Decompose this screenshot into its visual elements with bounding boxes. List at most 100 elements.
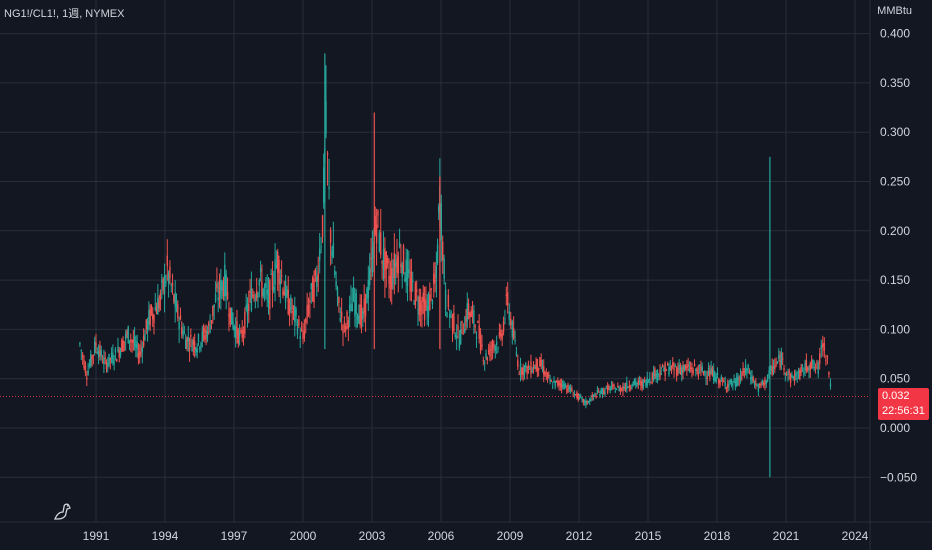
- candle-body: [234, 326, 237, 339]
- candle-body: [795, 372, 797, 377]
- candle-body: [743, 370, 746, 372]
- candle-body: [528, 368, 531, 370]
- candle-body: [229, 307, 232, 325]
- candle-body: [217, 297, 219, 301]
- candle-body: [453, 312, 455, 332]
- candle-body: [146, 320, 149, 332]
- candle-body: [339, 317, 341, 321]
- candle-body: [410, 271, 413, 292]
- candle-body: [358, 315, 360, 324]
- candle-body: [519, 363, 522, 374]
- candle-body: [155, 308, 158, 314]
- candle-body: [673, 368, 675, 371]
- candle-body: [199, 347, 201, 349]
- candle-body: [800, 366, 802, 373]
- candle-body: [507, 292, 509, 306]
- candle-body: [93, 341, 96, 353]
- candle-body: [748, 373, 751, 375]
- candle-body: [753, 381, 756, 385]
- candle-body: [670, 365, 673, 372]
- candle-body: [181, 327, 183, 335]
- candle-body: [727, 383, 729, 388]
- candle-body: [238, 331, 241, 337]
- candle-body: [316, 276, 318, 287]
- candle-body: [282, 289, 284, 295]
- candle-body: [729, 379, 731, 383]
- candle-body: [362, 311, 364, 319]
- candle-body: [185, 339, 187, 350]
- candle-body: [761, 379, 764, 384]
- candle-body: [249, 290, 251, 293]
- candle-body: [278, 259, 280, 284]
- candle-body: [163, 274, 166, 294]
- candle-body: [214, 294, 217, 302]
- candle-body: [197, 334, 200, 343]
- candle-body: [221, 281, 223, 291]
- candle-body: [210, 320, 213, 323]
- candle-body: [140, 349, 142, 351]
- candle-body: [473, 310, 475, 325]
- candle-body: [226, 291, 229, 299]
- candle-body: [350, 298, 352, 300]
- candle-body: [799, 370, 801, 380]
- x-tick-label: 2018: [704, 529, 731, 543]
- candle-body: [557, 381, 559, 386]
- candle-body: [196, 348, 198, 353]
- dino-logo-icon[interactable]: [52, 500, 74, 522]
- candle-body: [720, 376, 723, 380]
- candle-body: [564, 384, 567, 386]
- candle-body: [791, 374, 793, 378]
- candle-body: [633, 379, 636, 384]
- candle-body: [789, 373, 792, 383]
- candle-body: [446, 312, 448, 318]
- candle-body: [280, 275, 283, 277]
- candle-body: [218, 280, 221, 294]
- candle-body: [382, 249, 385, 269]
- candle-body: [440, 203, 442, 241]
- candle-body: [137, 352, 140, 359]
- candle-body: [768, 370, 770, 376]
- candle-body: [310, 283, 312, 290]
- candle-body: [677, 368, 679, 374]
- candle-body: [776, 361, 779, 364]
- candle-body: [306, 305, 308, 318]
- candle-body: [497, 347, 499, 349]
- candle-body: [541, 367, 544, 369]
- candle-body: [442, 241, 444, 261]
- candle-body: [532, 364, 535, 370]
- candle-body: [725, 386, 728, 389]
- candle-body: [405, 259, 407, 283]
- candle-body: [719, 380, 721, 385]
- candle-body: [90, 353, 92, 366]
- candle-body: [628, 385, 631, 388]
- candle-body: [233, 325, 236, 331]
- candle-body: [258, 279, 260, 286]
- candle-body: [212, 305, 214, 317]
- candle-body: [302, 332, 304, 340]
- candle-body: [224, 264, 226, 297]
- candle-body: [686, 366, 688, 369]
- candle-body: [475, 337, 478, 339]
- candle-body: [681, 367, 683, 375]
- candle-body: [666, 363, 669, 365]
- candle-body: [772, 367, 775, 369]
- candle-body: [461, 320, 463, 324]
- candle-body: [466, 303, 468, 322]
- candle-body: [471, 310, 474, 314]
- candle-body: [780, 352, 783, 365]
- candle-body: [118, 349, 120, 358]
- candle-body: [549, 378, 551, 382]
- candle-body: [423, 299, 426, 320]
- candle-body: [393, 253, 396, 279]
- candle-body: [586, 400, 588, 404]
- candle-body: [204, 335, 206, 340]
- candle-body: [705, 377, 707, 379]
- candle-body: [571, 388, 573, 392]
- symbol-title[interactable]: NG1!/CL1!, 1週, NYMEX: [4, 8, 125, 20]
- candle-body: [253, 295, 255, 299]
- candle-body: [599, 393, 601, 397]
- candle-body: [216, 283, 218, 289]
- candle-body: [360, 304, 363, 320]
